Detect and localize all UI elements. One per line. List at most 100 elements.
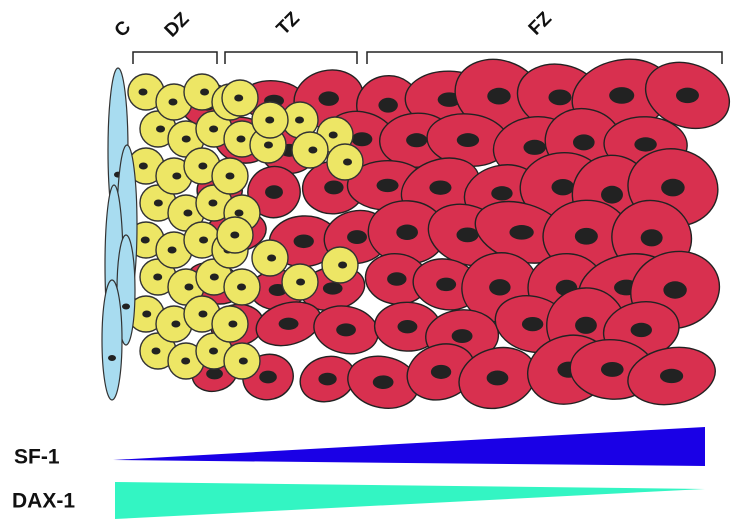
nucleus: [378, 97, 398, 113]
nucleus: [509, 225, 534, 240]
nucleus: [122, 303, 130, 310]
nucleus: [456, 227, 479, 243]
nucleus: [396, 224, 418, 240]
brackets: [132, 51, 723, 64]
nucleus: [336, 323, 356, 337]
nucleus: [609, 87, 635, 104]
nucleus: [172, 172, 182, 180]
sf1-gradient: [113, 427, 705, 466]
nucleus: [574, 227, 598, 245]
nucleus: [322, 282, 343, 295]
nucleus: [108, 355, 116, 361]
nucleus: [343, 158, 353, 166]
nucleus: [209, 347, 219, 355]
nucleus: [575, 316, 597, 334]
nucleus: [238, 357, 248, 365]
nucleus: [430, 364, 452, 379]
nucleus: [208, 199, 218, 207]
tz-bracket: [224, 51, 358, 64]
nucleus: [265, 116, 275, 124]
nucleus: [181, 357, 191, 365]
nucleus: [634, 137, 657, 152]
nucleus: [573, 134, 595, 151]
nucleus: [198, 310, 208, 318]
nucleus: [661, 178, 685, 197]
nucleus: [267, 254, 277, 262]
nucleus: [156, 125, 166, 133]
nucleus: [142, 310, 152, 318]
nucleus: [663, 281, 687, 299]
nucleus: [489, 279, 511, 296]
nucleus: [456, 133, 480, 147]
nucleus: [436, 277, 457, 292]
nucleus: [630, 322, 652, 338]
nucleus: [487, 87, 511, 105]
nucleus: [387, 272, 407, 286]
nucleus: [451, 329, 473, 343]
nucleus: [259, 370, 277, 384]
nucleus: [236, 135, 246, 143]
nucleus: [234, 209, 244, 217]
nucleus: [153, 273, 163, 281]
dz-bracket: [132, 51, 218, 64]
nucleus: [209, 273, 219, 281]
gradient-label: DAX-1: [12, 490, 75, 513]
nucleus: [324, 180, 344, 195]
nucleus: [278, 317, 299, 330]
nucleus: [138, 162, 148, 170]
capsule-cell: [101, 279, 123, 401]
nucleus: [601, 185, 623, 204]
nucleus: [491, 186, 513, 201]
nucleus: [228, 320, 238, 328]
nucleus: [168, 98, 178, 106]
zone-label: FZ: [525, 8, 557, 40]
nucleus: [199, 236, 209, 244]
nucleus: [296, 278, 306, 286]
zone-label: C: [111, 17, 136, 42]
nucleus: [198, 162, 208, 170]
nucleus: [338, 261, 348, 269]
dax1-gradient: [115, 482, 705, 519]
nucleus: [308, 146, 318, 154]
nucleus: [183, 209, 193, 217]
nucleus: [140, 236, 150, 244]
nucleus: [318, 91, 339, 106]
nucleus: [640, 229, 663, 247]
nucleus: [225, 172, 235, 180]
zone-label: TZ: [273, 8, 305, 40]
nucleus: [206, 368, 223, 380]
nucleus: [376, 178, 399, 193]
nucleus: [551, 178, 575, 196]
nucleus: [200, 88, 210, 96]
nucleus: [676, 87, 699, 104]
nucleus: [167, 246, 177, 254]
nucleus: [347, 230, 367, 244]
nucleus: [318, 372, 337, 386]
nucleus: [293, 234, 314, 249]
nucleus: [237, 283, 247, 291]
nucleus: [181, 135, 191, 143]
nucleus: [265, 185, 283, 199]
nucleus: [295, 116, 305, 124]
nucleus: [486, 370, 509, 386]
nucleus: [351, 132, 373, 147]
nucleus: [600, 361, 624, 377]
nucleus: [406, 133, 428, 148]
nucleus: [153, 199, 163, 207]
gradient-label: SF-1: [14, 446, 60, 469]
nucleus: [429, 180, 452, 195]
nucleus: [397, 320, 418, 334]
nucleus: [659, 368, 684, 384]
nucleus: [548, 89, 572, 106]
nucleus: [328, 131, 338, 139]
nucleus: [209, 125, 219, 133]
cells: [101, 58, 731, 410]
nucleus: [234, 94, 244, 102]
nucleus: [171, 320, 181, 328]
fz-bracket: [366, 51, 723, 64]
nucleus: [184, 283, 194, 291]
zone-label: DZ: [161, 8, 194, 41]
nucleus: [230, 231, 240, 239]
